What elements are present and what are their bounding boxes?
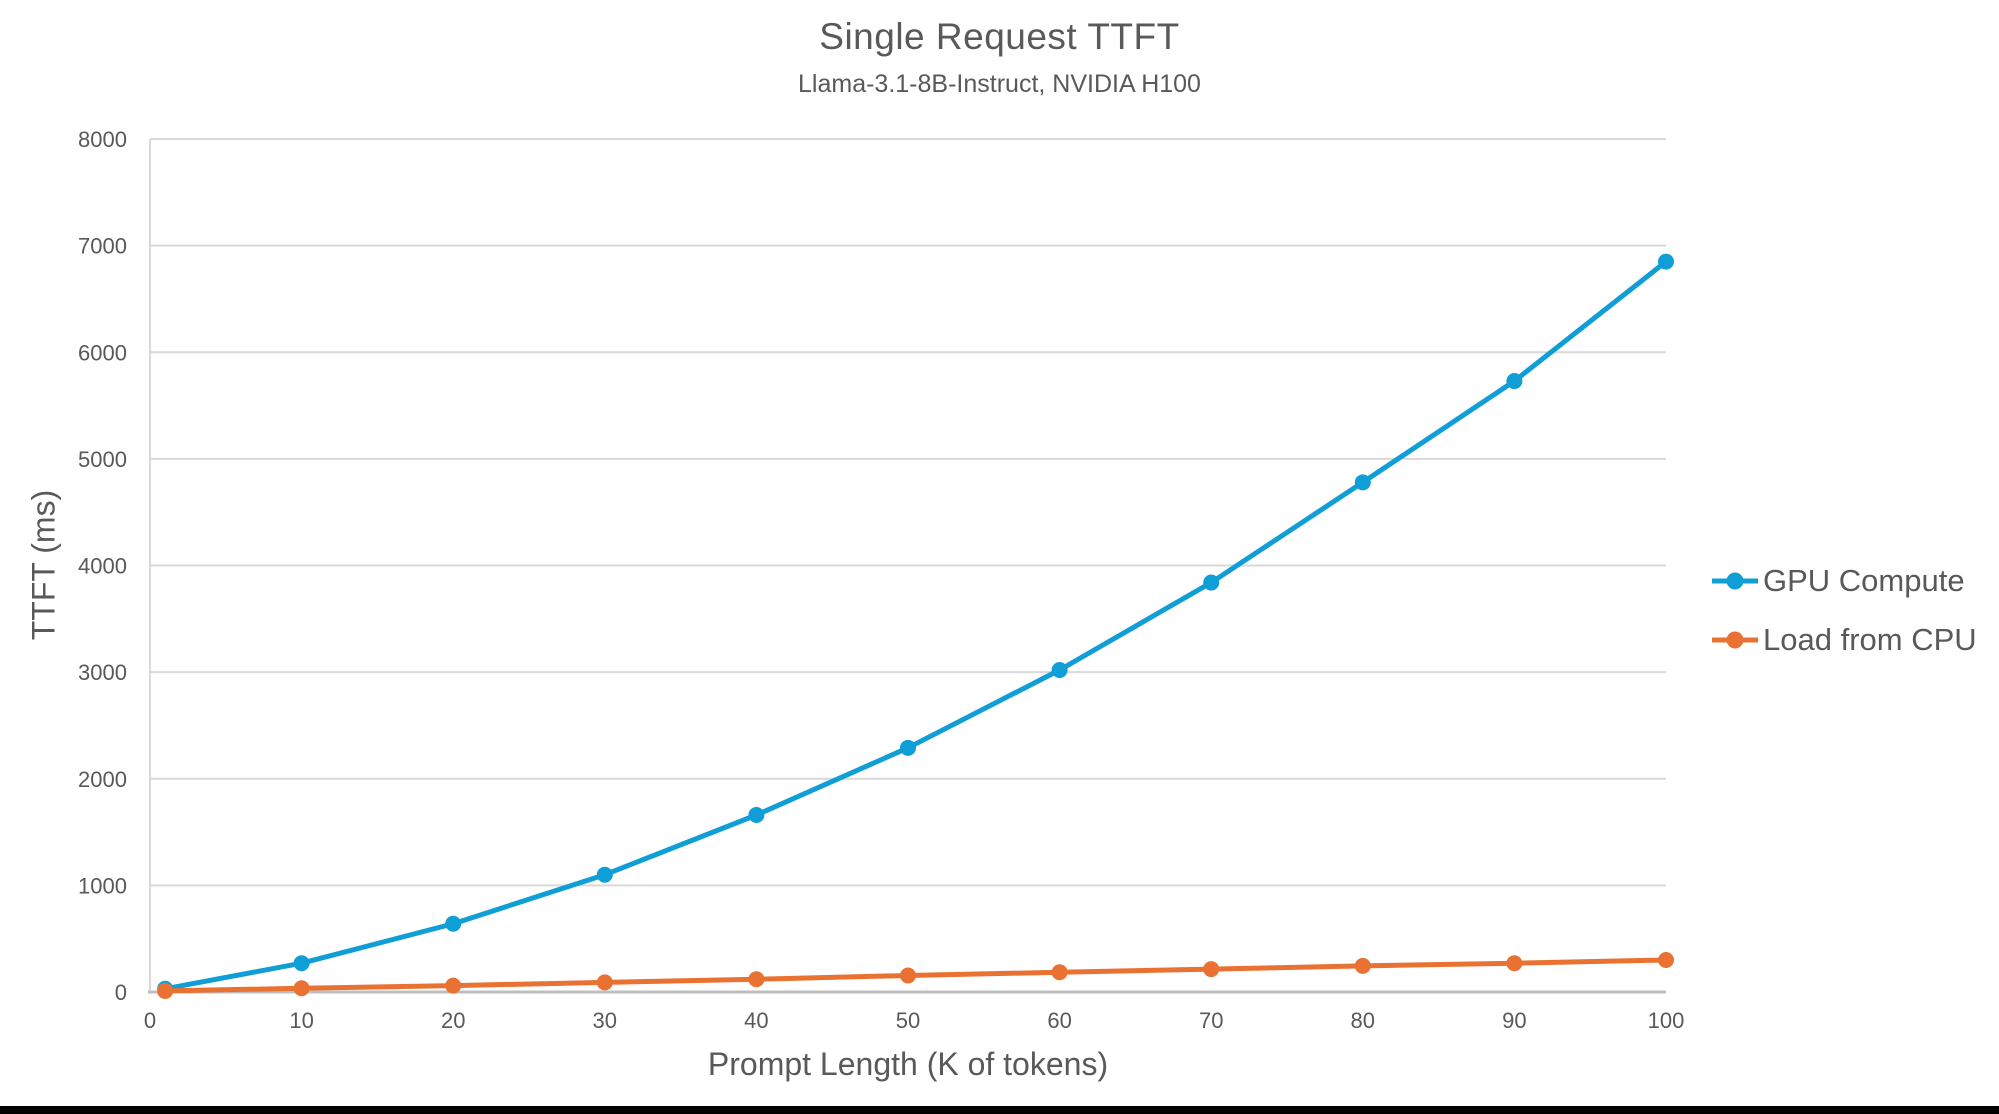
- chart-title: Single Request TTFT: [819, 16, 1180, 57]
- data-point-load-from-cpu-20: [445, 977, 462, 994]
- legend-item-load-from-cpu: Load from CPU: [1712, 622, 1977, 658]
- x-tick-label-30: 30: [593, 1008, 617, 1033]
- data-point-gpu-compute-30: [596, 866, 613, 883]
- data-point-load-from-cpu-10: [293, 980, 310, 997]
- data-point-gpu-compute-90: [1506, 373, 1523, 390]
- data-point-gpu-compute-70: [1203, 574, 1220, 591]
- y-tick-label-2000: 2000: [78, 767, 127, 792]
- y-tick-label-8000: 8000: [78, 127, 127, 152]
- chart-subtitle: Llama-3.1-8B-Instruct, NVIDIA H100: [798, 70, 1201, 98]
- data-point-load-from-cpu-60: [1051, 964, 1068, 981]
- data-point-gpu-compute-20: [445, 915, 462, 932]
- legend-marker-load-from-cpu-icon: [1712, 631, 1758, 649]
- series-line-gpu-compute: [162, 259, 1669, 992]
- legend-label-load-from-cpu: Load from CPU: [1763, 622, 1977, 657]
- data-point-load-from-cpu-90: [1506, 955, 1523, 972]
- y-tick-label-0: 0: [115, 980, 127, 1005]
- y-tick-label-7000: 7000: [78, 234, 127, 259]
- x-axis-title: Prompt Length (K of tokens): [707, 1046, 1109, 1082]
- data-point-load-from-cpu-40: [748, 971, 765, 988]
- data-point-gpu-compute-10: [293, 955, 310, 972]
- y-tick-label-1000: 1000: [78, 873, 127, 898]
- legend: GPU Compute Load from CPU: [1712, 563, 1977, 658]
- data-point-load-from-cpu-30: [596, 974, 613, 991]
- legend-label-gpu-compute: GPU Compute: [1763, 563, 1965, 598]
- x-tick-label-40: 40: [744, 1008, 768, 1033]
- x-tick-label-50: 50: [896, 1008, 920, 1033]
- x-tick-label-0: 0: [144, 1008, 156, 1033]
- x-tick-label-10: 10: [289, 1008, 313, 1033]
- y-tick-label-5000: 5000: [78, 447, 127, 472]
- data-point-load-from-cpu-50: [900, 967, 916, 984]
- data-point-gpu-compute-40: [748, 807, 765, 824]
- data-point-load-from-cpu-100: [1658, 952, 1674, 969]
- x-tick-label-80: 80: [1351, 1008, 1375, 1033]
- legend-marker-gpu-compute-icon: [1712, 572, 1758, 590]
- x-tick-label-60: 60: [1047, 1008, 1071, 1033]
- y-tick-label-4000: 4000: [78, 554, 127, 579]
- data-point-gpu-compute-80: [1354, 474, 1371, 491]
- data-point-load-from-cpu-70: [1203, 961, 1220, 978]
- data-point-load-from-cpu-80: [1354, 957, 1371, 974]
- y-tick-label-6000: 6000: [78, 340, 127, 365]
- data-point-gpu-compute-50: [900, 739, 916, 756]
- x-tick-label-20: 20: [441, 1008, 465, 1033]
- bottom-bar: [0, 1106, 1999, 1114]
- y-tick-label-3000: 3000: [78, 660, 127, 685]
- x-tick-label-100: 100: [1648, 1008, 1685, 1033]
- x-tick-label-90: 90: [1502, 1008, 1526, 1033]
- x-tick-label-70: 70: [1199, 1008, 1223, 1033]
- legend-item-gpu-compute: GPU Compute: [1712, 563, 1977, 599]
- data-point-load-from-cpu-1: [157, 982, 174, 999]
- data-point-gpu-compute-100: [1658, 253, 1674, 270]
- data-point-gpu-compute-60: [1051, 661, 1068, 678]
